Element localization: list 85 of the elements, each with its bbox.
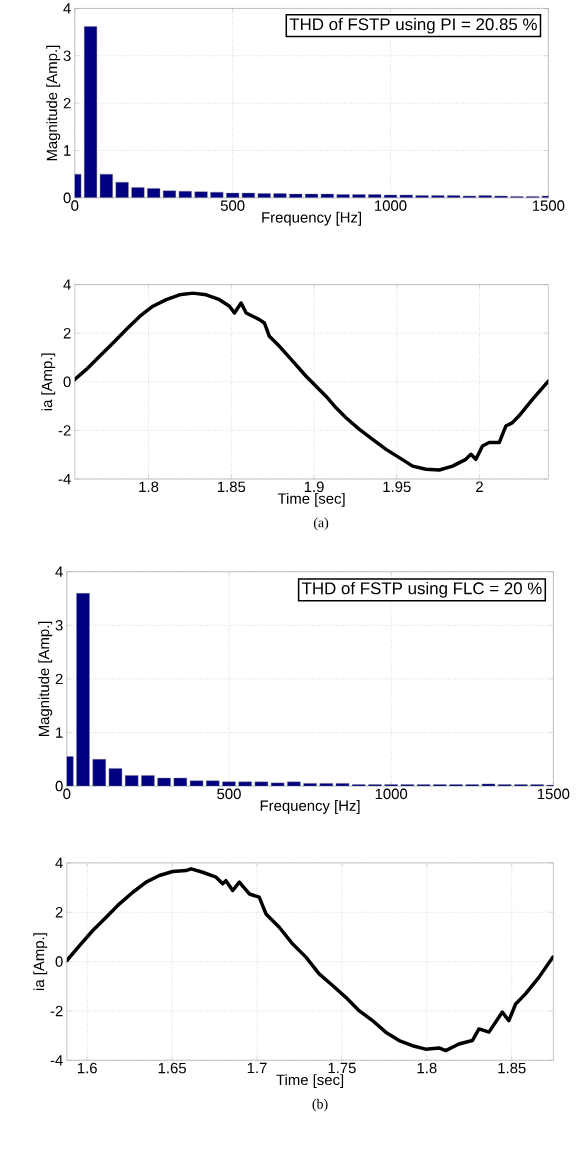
x-tick-label: 1.85 bbox=[498, 1062, 526, 1074]
bar bbox=[257, 193, 271, 198]
bar bbox=[383, 194, 397, 198]
x-tick-label: 1.65 bbox=[158, 1062, 186, 1074]
y-tick-label: 1 bbox=[63, 145, 71, 156]
annotation: THD of FSTP using FLC = 20 % bbox=[301, 581, 542, 598]
bar bbox=[303, 783, 317, 787]
bar bbox=[222, 781, 236, 787]
bar bbox=[115, 182, 129, 198]
x-tick-label: 1.7 bbox=[247, 1062, 267, 1074]
x-tick-label: 1.85 bbox=[217, 481, 246, 493]
y-tick-label: 1 bbox=[56, 727, 63, 738]
x-tick-label: 1.9 bbox=[304, 481, 324, 493]
y-tick-label: 4 bbox=[55, 566, 63, 577]
x-tick-label: 500 bbox=[220, 200, 245, 211]
y-tick-label: 3 bbox=[63, 50, 71, 62]
x-axis-title: Frequency [Hz] bbox=[260, 800, 360, 814]
y-axis-title: ia [Amp.] bbox=[33, 933, 48, 990]
y-tick-label: 0 bbox=[55, 956, 63, 967]
y-tick-label: -4 bbox=[58, 473, 71, 485]
line-series bbox=[74, 291, 549, 472]
y-axis-title: ia [Amp.] bbox=[41, 353, 56, 411]
text: (a) bbox=[313, 517, 329, 531]
bar bbox=[481, 783, 496, 787]
bar bbox=[289, 193, 303, 198]
bar bbox=[131, 187, 145, 198]
x-tick-label: 500 bbox=[217, 788, 241, 800]
bar bbox=[352, 194, 366, 198]
bar bbox=[173, 777, 187, 787]
y-axis-title: Magnitude [Amp.] bbox=[46, 45, 61, 161]
bar bbox=[92, 759, 106, 787]
x-tick-label: 1.75 bbox=[328, 1062, 356, 1074]
bar bbox=[335, 783, 350, 787]
bar bbox=[83, 26, 97, 198]
bar bbox=[319, 783, 333, 787]
y-tick-label: 4 bbox=[63, 279, 71, 290]
bar bbox=[399, 194, 413, 198]
bar bbox=[336, 194, 350, 198]
bar bbox=[194, 191, 208, 198]
line-series bbox=[66, 867, 554, 1053]
x-tick-label: 1000 bbox=[374, 200, 407, 211]
bar bbox=[254, 781, 268, 787]
x-axis-title: Time [sec] bbox=[277, 492, 345, 507]
bar bbox=[368, 194, 382, 198]
y-tick-label: 2 bbox=[63, 97, 71, 109]
x-axis-title: Time [sec] bbox=[276, 1074, 343, 1089]
x-tick-label: 1.6 bbox=[77, 1062, 97, 1074]
bar bbox=[189, 780, 204, 787]
bar bbox=[108, 768, 123, 787]
x-tick-label: 1.8 bbox=[417, 1062, 437, 1074]
bar bbox=[178, 191, 192, 198]
y-tick-label: 2 bbox=[63, 328, 71, 339]
y-tick-label: -4 bbox=[50, 1055, 63, 1066]
x-tick-label: 2 bbox=[476, 481, 483, 492]
x-tick-label: 1500 bbox=[532, 200, 565, 211]
y-tick-label: 3 bbox=[55, 620, 63, 631]
bar bbox=[205, 780, 220, 787]
y-tick-label: -2 bbox=[58, 425, 71, 436]
bar bbox=[304, 193, 318, 198]
annotation: THD of FSTP using PI = 20.85 % bbox=[289, 17, 537, 34]
bar bbox=[162, 190, 176, 198]
bar bbox=[124, 775, 139, 787]
y-tick-label: 4 bbox=[63, 3, 71, 14]
y-tick-label: -2 bbox=[50, 1005, 63, 1017]
y-tick-label: 2 bbox=[55, 907, 63, 918]
y-tick-label: 0 bbox=[63, 376, 71, 388]
bar bbox=[147, 188, 161, 198]
x-axis-title: Frequency [Hz] bbox=[262, 211, 361, 226]
y-tick-label: 2 bbox=[55, 673, 63, 685]
text: (b) bbox=[312, 1098, 328, 1112]
x-tick-label: 0 bbox=[71, 200, 79, 211]
y-tick-label: 4 bbox=[55, 857, 63, 868]
x-tick-label: 1500 bbox=[537, 788, 570, 800]
bar bbox=[210, 191, 224, 198]
bar bbox=[76, 592, 90, 787]
x-tick-label: 1.95 bbox=[383, 481, 411, 493]
bar bbox=[157, 777, 171, 787]
y-tick-label: 0 bbox=[55, 780, 63, 792]
bar bbox=[273, 193, 287, 198]
y-axis-title: Magnitude [Amp.] bbox=[38, 621, 53, 737]
bar bbox=[287, 781, 301, 787]
x-tick-label: 1.8 bbox=[139, 481, 159, 493]
x-tick-label: 1000 bbox=[375, 788, 408, 800]
bar bbox=[238, 781, 252, 787]
bar bbox=[141, 775, 155, 787]
